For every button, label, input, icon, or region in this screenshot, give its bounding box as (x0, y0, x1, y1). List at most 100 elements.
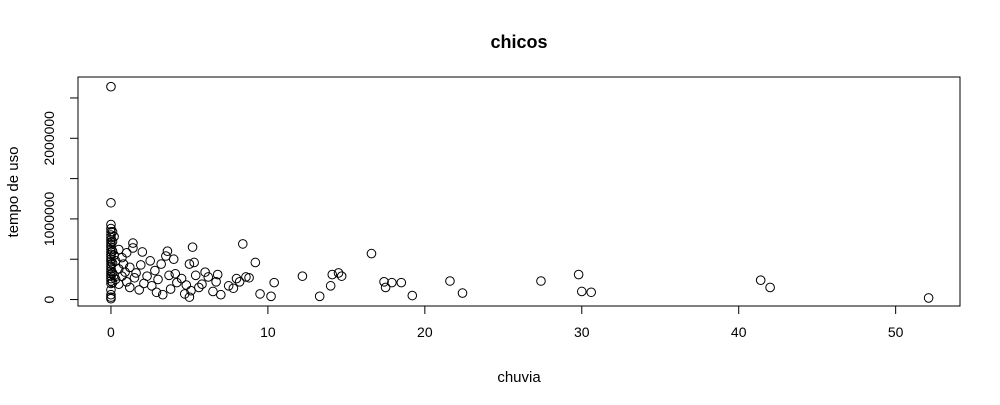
data-point (576, 286, 587, 297)
plot-frame (77, 76, 961, 307)
y-tick-label: 1000000 (41, 191, 57, 246)
data-point (184, 292, 195, 302)
data-point (128, 238, 138, 248)
data-point (134, 285, 145, 295)
data-point (176, 273, 187, 284)
data-point (380, 282, 391, 293)
data-point (297, 271, 308, 281)
x-tick-label: 0 (107, 324, 115, 340)
data-point (128, 243, 138, 253)
data-point (179, 289, 190, 299)
x-tick-label: 30 (574, 324, 590, 340)
data-point (150, 265, 160, 276)
data-point (131, 268, 141, 278)
data-point (573, 269, 584, 280)
data-point (187, 242, 198, 252)
data-point (255, 289, 265, 299)
data-point (168, 254, 179, 265)
data-point (234, 277, 245, 287)
data-point (146, 281, 157, 291)
data-points (106, 81, 934, 304)
data-point (212, 269, 223, 280)
data-point (325, 281, 336, 291)
data-point (109, 231, 119, 242)
data-point (387, 277, 397, 288)
data-point (106, 259, 116, 269)
data-point (121, 277, 132, 287)
data-point (189, 257, 199, 268)
data-point (114, 279, 124, 290)
data-point (107, 277, 118, 288)
chart-title: chicos (490, 32, 547, 52)
data-point (121, 247, 132, 258)
data-point (333, 268, 344, 278)
data-point (153, 274, 163, 285)
y-axis: 0 1000000 2000000 (41, 97, 79, 303)
data-point (366, 248, 377, 259)
data-point (106, 197, 116, 208)
data-point (107, 236, 118, 247)
data-point (151, 287, 162, 298)
data-point (237, 239, 248, 249)
x-tick-label: 50 (888, 324, 904, 340)
data-point (765, 282, 775, 293)
x-tick-label: 10 (260, 324, 276, 340)
data-point (586, 287, 596, 298)
data-point (106, 256, 116, 267)
data-point (161, 251, 171, 261)
x-tick-label: 20 (417, 324, 433, 340)
data-point (107, 227, 118, 237)
data-point (165, 284, 176, 294)
data-point (142, 271, 152, 281)
data-point (124, 282, 135, 293)
data-point (137, 247, 148, 257)
data-point (336, 271, 347, 281)
x-tick-label: 40 (731, 324, 747, 340)
data-point (190, 270, 201, 281)
data-point (457, 288, 468, 298)
data-point (211, 277, 221, 287)
y-axis-label: tempo de uso (5, 147, 22, 238)
data-point (106, 219, 116, 230)
data-point (445, 276, 455, 286)
data-point (170, 268, 181, 279)
data-point (197, 279, 207, 290)
data-point (200, 267, 210, 277)
data-point (145, 256, 155, 266)
data-point (106, 289, 116, 300)
data-point (106, 81, 116, 92)
data-point (269, 277, 279, 288)
data-point (110, 274, 121, 285)
data-point (106, 264, 116, 274)
data-point (244, 272, 254, 283)
data-point (231, 273, 242, 284)
data-point (109, 270, 119, 281)
y-tick-label: 2000000 (41, 111, 57, 166)
data-point (107, 246, 118, 256)
data-point (157, 289, 168, 300)
data-point (181, 280, 192, 290)
data-point (135, 260, 146, 270)
data-point (266, 291, 276, 302)
data-point (755, 275, 766, 285)
x-axis-label: chuvia (497, 369, 541, 386)
data-point (250, 257, 261, 268)
data-point (216, 289, 226, 300)
data-point (379, 277, 389, 287)
data-point (536, 276, 546, 286)
data-point (203, 272, 214, 282)
data-point (407, 290, 418, 301)
data-point (129, 272, 140, 283)
data-point (228, 283, 239, 294)
y-tick-label: 0 (41, 295, 57, 303)
data-point (106, 273, 116, 284)
data-point (923, 293, 934, 303)
x-axis: 0 10 20 30 40 50 (107, 305, 904, 340)
data-point (314, 291, 325, 302)
data-point (114, 244, 124, 255)
data-point (223, 281, 234, 291)
data-point (327, 269, 338, 280)
data-point (162, 246, 173, 256)
data-point (164, 270, 174, 281)
